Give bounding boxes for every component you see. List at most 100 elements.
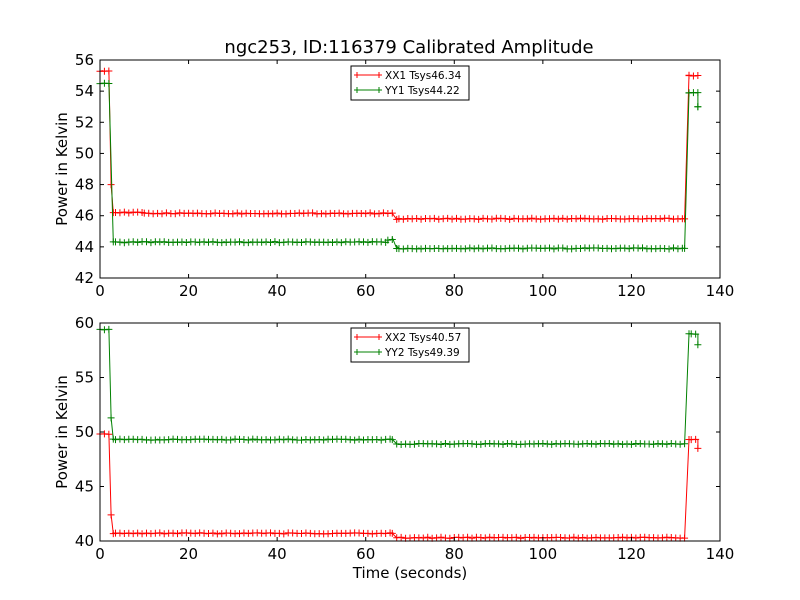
data-point (158, 210, 166, 218)
x-tick-label: 100 (529, 282, 558, 300)
data-point (253, 435, 261, 443)
series-markers-1 (96, 325, 702, 448)
data-point (298, 436, 305, 444)
data-point (134, 238, 142, 246)
data-point (464, 533, 472, 541)
data-point (550, 245, 558, 253)
data-point (570, 533, 578, 541)
x-tick-label: 100 (529, 545, 558, 563)
data-point (681, 244, 689, 252)
legend-marker (376, 349, 382, 355)
data-point (599, 215, 607, 223)
data-point (632, 534, 640, 542)
data-point (218, 435, 226, 443)
x-tick-label: 120 (617, 545, 646, 563)
x-tick-label: 120 (617, 282, 646, 300)
data-point (470, 215, 478, 223)
data-point (388, 529, 396, 537)
data-point (337, 239, 345, 247)
data-point (384, 236, 392, 244)
data-point (105, 67, 113, 75)
data-point (147, 239, 155, 247)
data-point (470, 245, 478, 253)
data-point (543, 440, 551, 448)
data-point (694, 341, 702, 349)
data-point (162, 209, 170, 217)
data-point (105, 80, 113, 88)
y-tick-label: 46 (75, 207, 94, 225)
series-markers-0 (96, 430, 702, 542)
data-point (116, 209, 124, 217)
data-point (320, 436, 328, 444)
data-point (209, 529, 217, 537)
data-point (565, 534, 573, 542)
data-point (364, 529, 372, 537)
data-point (548, 440, 556, 448)
data-point (116, 238, 124, 246)
data-point (143, 238, 150, 246)
data-point (107, 511, 115, 519)
series-line-0 (99, 433, 699, 540)
data-point (271, 238, 279, 246)
x-tick-label: 0 (95, 282, 105, 300)
data-point (448, 215, 456, 223)
data-point (366, 209, 374, 217)
data-point (477, 440, 485, 448)
data-point (694, 444, 702, 452)
data-point (269, 210, 277, 218)
data-point (244, 436, 252, 444)
legend-box (350, 327, 470, 363)
data-point (574, 534, 582, 542)
data-point (120, 239, 128, 247)
data-point (227, 436, 235, 444)
legend-label: YY1 Tsys44.22 (384, 85, 460, 97)
x-axis-label: Time (seconds) (352, 564, 468, 582)
data-point (335, 209, 343, 217)
y-tick-label: 60 (75, 314, 94, 332)
y-tick-label: 50 (75, 423, 94, 441)
data-point (360, 238, 367, 246)
x-tick-label: 80 (445, 282, 464, 300)
y-axis-label: Power in Kelvin (53, 112, 71, 226)
data-point (661, 244, 669, 252)
data-point (437, 533, 445, 541)
data-point (488, 244, 496, 252)
axes-frame (99, 59, 721, 279)
data-point (559, 214, 567, 222)
x-tick-label: 80 (445, 545, 464, 563)
data-point (417, 245, 425, 253)
data-point (275, 529, 283, 537)
data-point (145, 209, 153, 217)
data-point (559, 244, 567, 252)
data-point (605, 440, 613, 448)
data-point (379, 209, 387, 217)
data-point (160, 238, 168, 246)
x-tick-label: 40 (268, 545, 287, 563)
legend-label: YY2 Tsys49.39 (384, 347, 460, 359)
x-tick-label: 0 (95, 545, 105, 563)
data-point (466, 244, 474, 252)
data-point (461, 245, 469, 253)
x-tick-label: 60 (356, 282, 375, 300)
series-markers-1 (96, 79, 702, 253)
data-point (129, 530, 137, 538)
data-point (116, 435, 124, 443)
data-point (205, 238, 212, 246)
data-point (621, 244, 629, 252)
data-point (650, 440, 658, 448)
data-point (417, 215, 425, 223)
y-tick-label: 42 (75, 269, 94, 287)
data-point (362, 210, 370, 218)
data-point (437, 440, 445, 448)
data-point (674, 245, 682, 253)
data-point (625, 245, 633, 253)
data-point (512, 533, 520, 541)
data-point (267, 238, 274, 246)
data-point (351, 436, 359, 444)
chart-title: ngc253, ID:116379 Calibrated Amplitude (224, 37, 593, 58)
data-point (236, 530, 243, 538)
data-point (125, 209, 133, 217)
data-point (665, 245, 673, 253)
data-point (681, 440, 689, 448)
data-point (105, 430, 113, 438)
